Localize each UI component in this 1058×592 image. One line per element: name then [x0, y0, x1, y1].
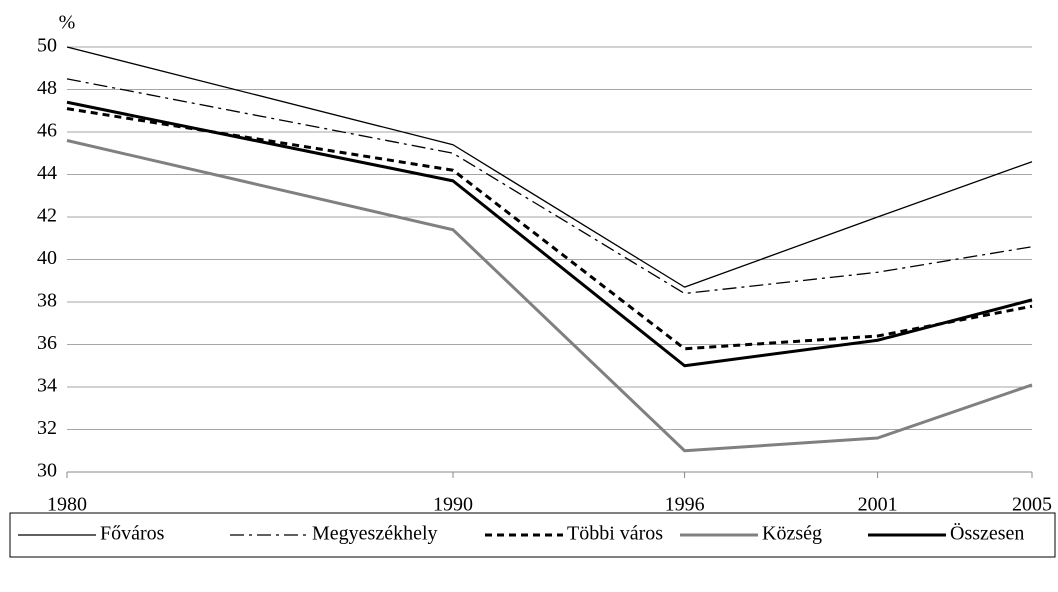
- series-line: [66, 100, 1033, 368]
- x-tick-label: 1996: [665, 494, 705, 516]
- x-tick-label: 1980: [47, 494, 87, 516]
- y-tick-label: 44: [37, 162, 57, 184]
- x-tick-label: 2005: [1012, 494, 1052, 516]
- legend-label: Megyeszékhely: [312, 523, 438, 545]
- legend-label: Főváros: [100, 523, 165, 545]
- y-unit-label: %: [59, 12, 76, 34]
- x-tick-label: 1990: [433, 494, 473, 516]
- series-line: [66, 107, 1033, 351]
- y-tick-label: 38: [37, 290, 57, 312]
- y-tick-label: 42: [37, 205, 57, 227]
- legend-label: Többi város: [567, 523, 663, 545]
- y-tick-label: 32: [37, 417, 57, 439]
- series-line: [66, 78, 1033, 295]
- y-tick-label: 30: [37, 460, 57, 482]
- y-tick-label: 36: [37, 332, 57, 354]
- series-line: [66, 46, 1033, 288]
- y-tick-label: 50: [37, 35, 57, 57]
- series-line: [66, 139, 1033, 453]
- y-tick-label: 48: [37, 77, 57, 99]
- x-tick-label: 2001: [858, 494, 898, 516]
- legend-label: Összesen: [950, 522, 1024, 545]
- y-tick-label: 34: [37, 375, 57, 397]
- legend-label: Község: [762, 523, 822, 545]
- y-tick-label: 46: [37, 120, 57, 142]
- y-tick-label: 40: [37, 247, 57, 269]
- legend-box: [9, 512, 1056, 558]
